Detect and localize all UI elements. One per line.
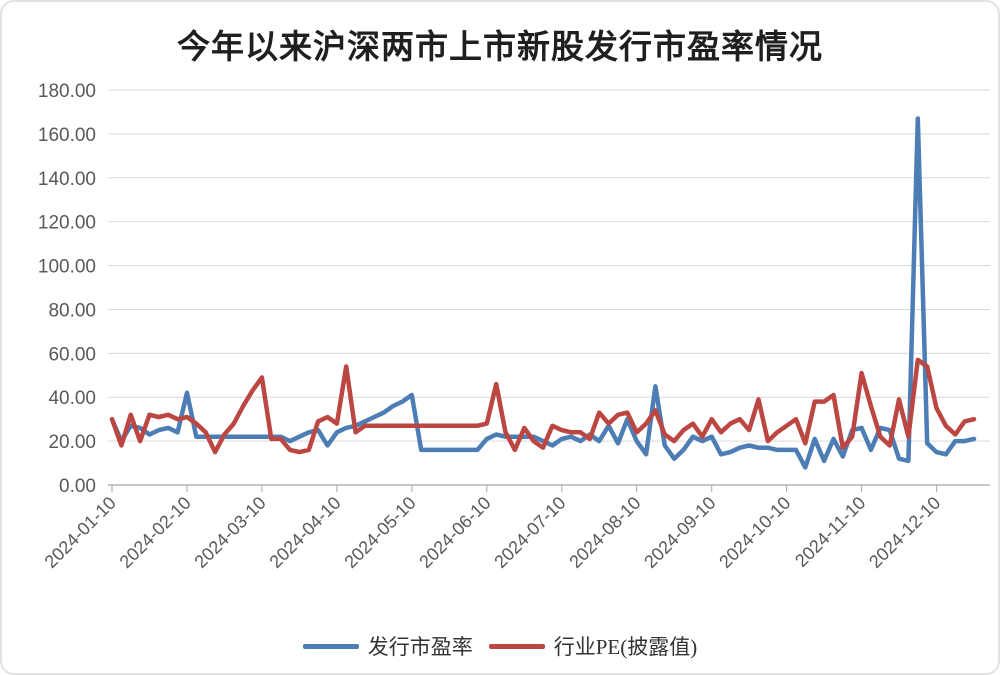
y-tick-label: 20.00 <box>48 432 96 453</box>
x-tick-label: 2024-12-10 <box>865 493 944 572</box>
y-tick-label: 80.00 <box>48 300 96 321</box>
legend-label-issue-pe: 发行市盈率 <box>367 635 473 659</box>
x-tick-label: 2024-03-10 <box>190 493 269 572</box>
series-line-0 <box>109 116 977 470</box>
x-tick-label: 2024-04-10 <box>265 493 344 572</box>
x-tick-label: 2024-11-10 <box>791 493 869 571</box>
y-tick-label: 0.00 <box>59 476 96 497</box>
y-tick-label: 140.00 <box>38 169 96 190</box>
x-tick-label: 2024-06-10 <box>415 493 494 572</box>
y-tick-label: 160.00 <box>38 125 96 146</box>
series-line-1 <box>109 357 977 455</box>
y-tick-label: 60.00 <box>48 344 96 365</box>
y-tick-label: 120.00 <box>38 213 96 234</box>
x-tick-label: 2024-02-10 <box>116 493 195 572</box>
x-tick-label: 2024-07-10 <box>490 493 569 572</box>
legend-item-issue-pe: 发行市盈率 <box>302 631 473 661</box>
legend-line-red-icon <box>488 643 545 649</box>
legend-label-industry-pe: 行业PE(披露值) <box>553 635 698 659</box>
y-tick-label: 100.00 <box>38 257 96 278</box>
chart-title: 今年以来沪深两市上市新股发行市盈率情况 <box>177 30 823 66</box>
x-tick-label: 2024-09-10 <box>640 493 719 572</box>
y-tick-label: 180.00 <box>38 81 96 102</box>
x-tick-label: 2024-08-10 <box>565 493 644 572</box>
legend-item-industry-pe: 行业PE(披露值) <box>488 631 698 661</box>
y-tick-label: 40.00 <box>48 388 96 409</box>
x-tick-label: 2024-10-10 <box>715 493 794 572</box>
chart-legend: 发行市盈率 行业PE(披露值) <box>2 631 998 661</box>
x-tick-label: 2024-05-10 <box>340 493 419 572</box>
legend-line-blue-icon <box>302 643 359 649</box>
x-tick-label: 2024-01-10 <box>41 493 120 572</box>
